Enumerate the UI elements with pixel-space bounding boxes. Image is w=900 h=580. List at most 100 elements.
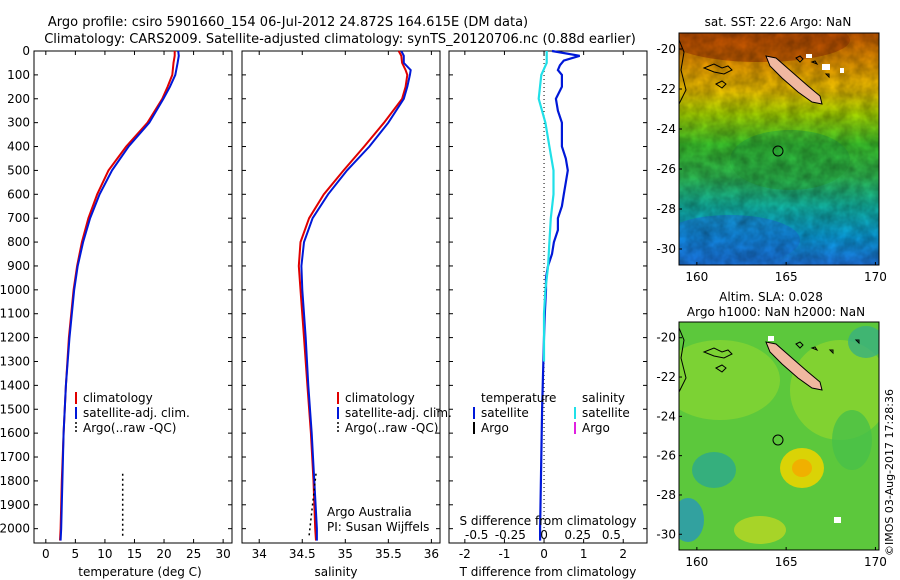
new-caledonia bbox=[765, 341, 823, 391]
s-tick-label: 0 bbox=[540, 528, 548, 542]
sst-argo-marker bbox=[772, 145, 784, 157]
salinity-axis: 34 34.5 35 35.5 36 bbox=[252, 51, 439, 561]
sla-warm-eddy-2 bbox=[734, 516, 786, 544]
legend-temperature-header: temperature bbox=[481, 391, 556, 405]
legend-s-satellite-label: satellite bbox=[582, 406, 630, 420]
temperature-xlabel: temperature (deg C) bbox=[78, 565, 201, 579]
depth-tick-label: 0 bbox=[22, 44, 30, 58]
sst-map-title: sat. SST: 22.6 Argo: NaN bbox=[705, 15, 852, 29]
depth-tick-label: 700 bbox=[7, 211, 30, 225]
temperature-panel: 0100200300400500600700800900100011001200… bbox=[0, 44, 233, 579]
argo-australia-label: Argo Australia bbox=[327, 505, 412, 519]
sla-map-panel: Altim. SLA: 0.028 Argo h1000: NaN h2000:… bbox=[656, 290, 887, 569]
x-tick-label: 35.5 bbox=[375, 547, 402, 561]
depth-tick-label: 2000 bbox=[0, 522, 30, 536]
climatology-salinity-line bbox=[297, 50, 409, 541]
temperature-axes bbox=[33, 50, 233, 544]
t-difference-axis: -2 -1 0 1 2 bbox=[459, 51, 627, 561]
depth-tick-label: 400 bbox=[7, 140, 30, 154]
depth-tick-label: 1200 bbox=[0, 331, 30, 345]
lat-tick-label: -26 bbox=[656, 449, 676, 463]
lon-tick-label: 170 bbox=[864, 270, 887, 284]
lat-tick-label: -20 bbox=[656, 42, 676, 56]
header-line-2: Climatology: CARS2009. Satellite-adjuste… bbox=[44, 32, 636, 47]
sla-green-eddy bbox=[832, 410, 872, 470]
sla-light-band bbox=[679, 340, 780, 420]
satellite-salinity-line bbox=[300, 50, 412, 541]
legend-satellite-label: satellite-adj. clim. bbox=[345, 406, 452, 420]
lon-tick-label: 160 bbox=[685, 270, 708, 284]
s-difference-axis: -0.5 -0.25 0 0.25 0.5 bbox=[465, 528, 621, 542]
sla-cool-eddy-2 bbox=[679, 498, 704, 542]
climatology-temperature-line bbox=[59, 51, 176, 541]
sst-missing-3 bbox=[806, 54, 812, 58]
legend-t-satellite-label: satellite bbox=[481, 406, 529, 420]
x-tick-label: 1 bbox=[580, 547, 588, 561]
sst-missing-2 bbox=[840, 68, 844, 73]
sla-argo-marker bbox=[772, 434, 784, 446]
sla-missing-2 bbox=[834, 517, 841, 523]
depth-tick-label: 1500 bbox=[0, 402, 30, 416]
s-tick-label: -0.25 bbox=[495, 528, 526, 542]
sst-small-islands bbox=[795, 55, 830, 79]
sla-coast-left bbox=[679, 327, 687, 393]
lat-tick-label: -20 bbox=[656, 331, 676, 345]
legend-argo-label: Argo(..raw -QC) bbox=[345, 421, 438, 435]
depth-tick-label: 1000 bbox=[0, 283, 30, 297]
lat-tick-label: -24 bbox=[656, 409, 676, 423]
lon-tick-label: 170 bbox=[864, 555, 887, 569]
x-tick-label: 20 bbox=[156, 547, 171, 561]
s-tick-label: 0.25 bbox=[564, 528, 591, 542]
temperature-legend: climatology satellite-adj. clim. Argo(..… bbox=[75, 391, 190, 435]
x-tick-label: 25 bbox=[186, 547, 201, 561]
header-line-1: Argo profile: csiro 5901660_154 06-Jul-2… bbox=[48, 15, 528, 30]
new-caledonia bbox=[765, 55, 823, 105]
depth-tick-label: 1800 bbox=[0, 474, 30, 488]
depth-tick-label: 600 bbox=[7, 187, 30, 201]
legend-s-argo-label: Argo bbox=[582, 421, 610, 435]
sla-warm-eddy-core bbox=[792, 459, 812, 477]
depth-tick-label: 500 bbox=[7, 163, 30, 177]
legend-satellite-label: satellite-adj. clim. bbox=[83, 406, 190, 420]
lat-tick-label: -28 bbox=[656, 202, 676, 216]
x-tick-label: 35 bbox=[338, 547, 353, 561]
lat-tick-label: -24 bbox=[656, 122, 676, 136]
lat-tick-label: -28 bbox=[656, 488, 676, 502]
sla-cool-eddy-1 bbox=[692, 452, 736, 488]
lon-tick-label: 165 bbox=[775, 270, 798, 284]
satellite-temperature-line bbox=[59, 50, 180, 541]
sla-small-islands bbox=[795, 339, 860, 355]
depth-tick-label: 1300 bbox=[0, 354, 30, 368]
depth-tick-label: 1700 bbox=[0, 450, 30, 464]
x-tick-label: 5 bbox=[72, 547, 80, 561]
sst-missing-1 bbox=[822, 64, 830, 70]
x-tick-label: 15 bbox=[127, 547, 142, 561]
sla-map-frame bbox=[678, 321, 880, 551]
lat-tick-label: -22 bbox=[656, 82, 676, 96]
difference-panel: -2 -1 0 1 2 temperature salinity satellite A… bbox=[448, 49, 648, 579]
depth-tick-label: 1600 bbox=[0, 426, 30, 440]
x-tick-label: 30 bbox=[215, 547, 230, 561]
lon-tick-label: 160 bbox=[685, 555, 708, 569]
sla-missing-1 bbox=[768, 336, 774, 341]
s-difference-satellite-line bbox=[537, 51, 555, 362]
legend-climatology-label: climatology bbox=[83, 391, 153, 405]
depth-tick-label: 300 bbox=[7, 116, 30, 130]
depth-tick-label: 800 bbox=[7, 235, 30, 249]
lat-tick-label: -30 bbox=[656, 527, 676, 541]
sst-map-panel: sat. SST: 22.6 Argo: NaN 160 165 170 -20 -22… bbox=[656, 15, 886, 284]
legend-climatology-label: climatology bbox=[345, 391, 415, 405]
depth-tick-label: 1100 bbox=[0, 307, 30, 321]
difference-xlabel: T difference from climatology bbox=[459, 565, 637, 579]
difference-legend: temperature salinity satellite Argo sate… bbox=[473, 391, 630, 435]
pi-label: PI: Susan Wijffels bbox=[327, 520, 429, 534]
x-tick-label: 36 bbox=[424, 547, 439, 561]
sla-coast-islands bbox=[702, 347, 733, 373]
depth-tick-label: 200 bbox=[7, 92, 30, 106]
lon-tick-label: 165 bbox=[775, 555, 798, 569]
depth-tick-label: 100 bbox=[7, 68, 30, 82]
legend-argo-label: Argo(..raw -QC) bbox=[83, 421, 176, 435]
depth-tick-label: 1400 bbox=[0, 378, 30, 392]
x-tick-label: -1 bbox=[498, 547, 510, 561]
